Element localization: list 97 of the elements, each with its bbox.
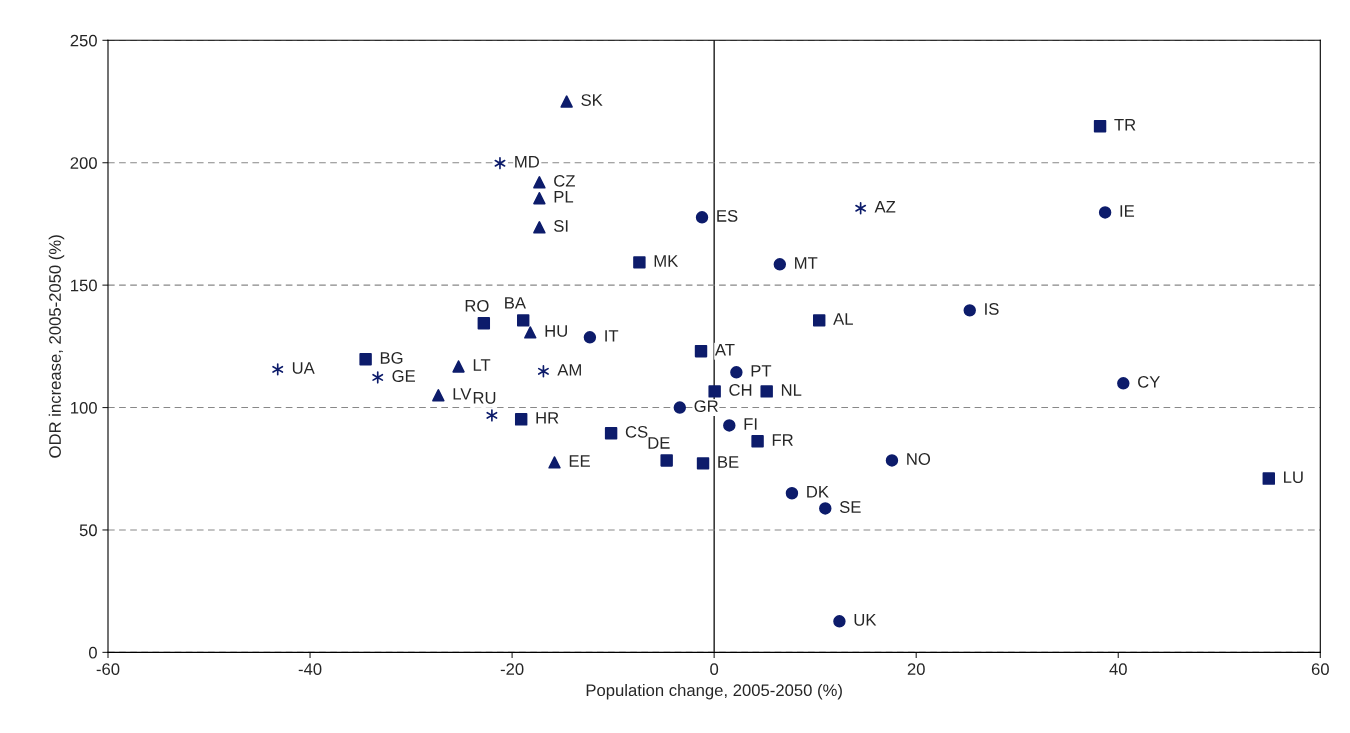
y-tick-label: 100 — [71, 401, 97, 414]
point — [604, 427, 618, 440]
y-tick-label: 250 — [70, 34, 97, 47]
annotation: CS — [625, 425, 648, 438]
point — [694, 345, 708, 358]
annotation: AT — [714, 344, 735, 356]
y-axis-title: ODR increase, 2005-2050 (%) — [48, 235, 65, 458]
point — [583, 331, 597, 344]
annotation: CY — [1138, 375, 1160, 388]
point — [272, 363, 284, 376]
annotation: MT — [795, 257, 818, 269]
point — [751, 435, 764, 448]
x-tick-label: 40 — [1109, 663, 1127, 676]
annotation: NO — [907, 453, 931, 465]
point — [516, 314, 530, 327]
point — [494, 157, 506, 170]
point — [548, 456, 561, 469]
annotation: LU — [1284, 471, 1303, 484]
annotation: FR — [772, 434, 793, 446]
annotation: HR — [536, 412, 559, 424]
annotation: RU — [473, 392, 496, 404]
annotation: SI — [554, 220, 568, 232]
point — [432, 389, 445, 402]
point — [785, 487, 799, 500]
annotation: PL — [554, 191, 574, 203]
point — [673, 401, 687, 414]
y-tick-label: 150 — [71, 279, 97, 292]
point — [1262, 472, 1275, 485]
annotation: FI — [744, 418, 757, 430]
annotation: SK — [581, 94, 603, 106]
annotation: MD — [515, 156, 539, 168]
annotation: TR — [1114, 119, 1136, 131]
point — [1098, 206, 1112, 219]
y-tick-label: 200 — [70, 157, 97, 169]
point — [560, 95, 573, 108]
annotation: RO — [465, 299, 489, 312]
annotation: UK — [854, 614, 877, 626]
annotation: BE — [718, 456, 739, 468]
point — [372, 371, 384, 384]
annotation: BA — [505, 297, 526, 309]
point — [813, 314, 826, 327]
point — [708, 385, 721, 398]
y-tick-label: 0 — [88, 646, 97, 659]
annotation: PT — [751, 365, 772, 377]
x-tick-label: 20 — [907, 663, 925, 676]
point — [524, 326, 537, 339]
point — [833, 615, 846, 628]
point — [723, 419, 736, 432]
point — [696, 457, 710, 470]
point — [1093, 120, 1107, 133]
point — [633, 256, 646, 269]
point — [359, 353, 372, 366]
annotation: MK — [654, 255, 679, 267]
point — [730, 366, 743, 379]
x-tick-label: 0 — [710, 663, 719, 676]
x-tick-label: 60 — [1311, 663, 1329, 676]
annotation: DE — [648, 437, 670, 449]
annotation: GE — [392, 370, 415, 382]
annotation: LV — [453, 388, 472, 400]
point — [533, 176, 546, 189]
annotation: AZ — [874, 201, 896, 213]
annotation: ES — [717, 209, 738, 222]
annotation: CH — [729, 384, 752, 396]
annotation: UA — [292, 362, 315, 374]
point — [477, 317, 491, 330]
annotation: SE — [839, 501, 861, 513]
x-tick-label: -40 — [298, 663, 322, 676]
point — [885, 454, 899, 467]
point — [963, 304, 976, 317]
y-tick-label: 50 — [79, 524, 97, 537]
point — [773, 258, 787, 271]
point — [533, 192, 546, 205]
x-tick-label: -20 — [500, 663, 524, 676]
point — [486, 409, 498, 422]
annotation: AM — [557, 364, 581, 376]
annotation: IS — [985, 303, 999, 315]
annotation: DK — [807, 486, 829, 498]
annotation: AL — [833, 313, 853, 325]
x-axis-title: Population change, 2005-2050 (%) — [586, 683, 842, 700]
point — [695, 211, 709, 224]
annotation: IT — [605, 330, 619, 342]
annotation: NL — [781, 384, 802, 396]
annotation: BG — [380, 351, 403, 364]
annotation: HU — [545, 325, 567, 337]
point — [760, 385, 773, 398]
point — [514, 413, 528, 426]
annotation: GR — [694, 400, 718, 413]
point — [452, 360, 465, 373]
annotation: CZ — [554, 174, 575, 187]
annotation: LT — [473, 359, 491, 371]
point — [533, 221, 546, 234]
point — [1117, 377, 1130, 390]
point — [819, 502, 832, 515]
annotation: EE — [569, 455, 590, 467]
point — [660, 454, 673, 467]
annotation: IE — [1120, 205, 1135, 217]
x-tick-label: -60 — [96, 663, 120, 676]
